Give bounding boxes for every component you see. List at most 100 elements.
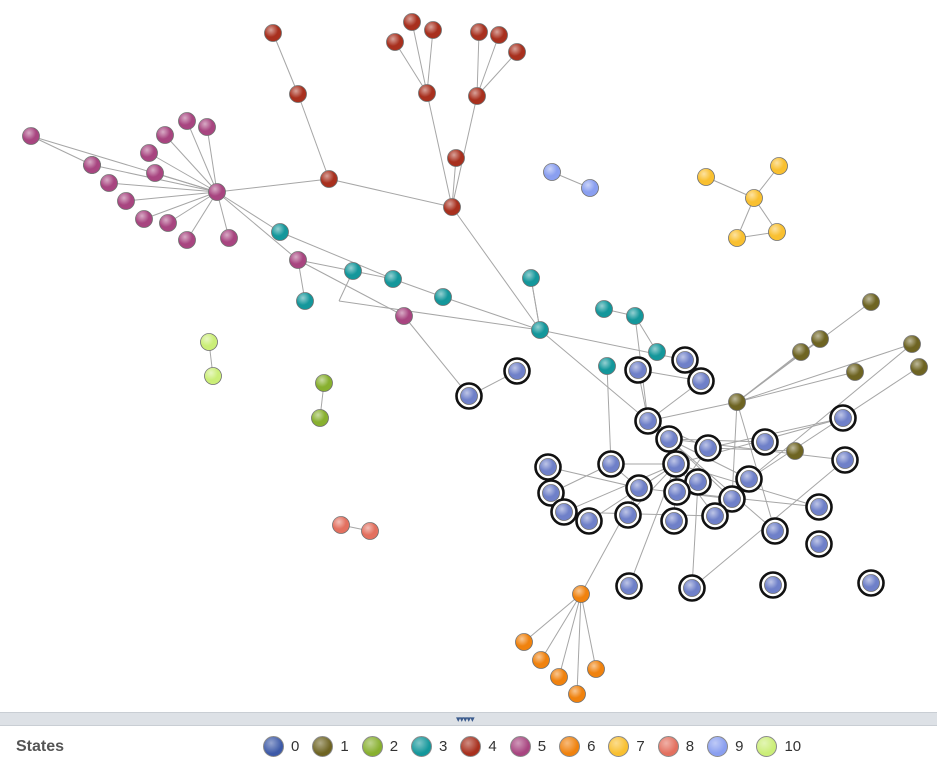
node-b11[interactable] bbox=[751, 428, 779, 456]
node-m10[interactable] bbox=[140, 144, 158, 162]
node-t3[interactable] bbox=[296, 292, 314, 310]
node-t5[interactable] bbox=[434, 288, 452, 306]
node-b14[interactable] bbox=[625, 474, 653, 502]
node-o8[interactable] bbox=[786, 442, 804, 460]
node-r9[interactable] bbox=[468, 87, 486, 105]
node-t1[interactable] bbox=[271, 223, 289, 241]
node-b21[interactable] bbox=[701, 502, 729, 530]
node-y1[interactable] bbox=[697, 168, 715, 186]
node-b10[interactable] bbox=[694, 434, 722, 462]
node-o7[interactable] bbox=[910, 358, 928, 376]
node-r7[interactable] bbox=[470, 23, 488, 41]
network-graph[interactable] bbox=[0, 0, 937, 712]
node-b26[interactable] bbox=[550, 498, 578, 526]
node-s2[interactable] bbox=[361, 522, 379, 540]
node-o5[interactable] bbox=[846, 363, 864, 381]
node-r6[interactable] bbox=[418, 84, 436, 102]
node-b9[interactable] bbox=[687, 367, 715, 395]
node-lg1[interactable] bbox=[200, 333, 218, 351]
node-r12[interactable] bbox=[443, 198, 461, 216]
node-m1[interactable] bbox=[22, 127, 40, 145]
node-r5[interactable] bbox=[424, 21, 442, 39]
node-g1[interactable] bbox=[315, 374, 333, 392]
node-or2[interactable] bbox=[532, 651, 550, 669]
node-b7[interactable] bbox=[655, 425, 683, 453]
node-b17[interactable] bbox=[684, 468, 712, 496]
node-r8[interactable] bbox=[490, 26, 508, 44]
node-or5[interactable] bbox=[587, 660, 605, 678]
node-lg2[interactable] bbox=[204, 367, 222, 385]
node-b27[interactable] bbox=[575, 507, 603, 535]
node-or0[interactable] bbox=[572, 585, 590, 603]
node-m4[interactable] bbox=[117, 192, 135, 210]
node-r13[interactable] bbox=[508, 43, 526, 61]
node-b2[interactable] bbox=[503, 357, 531, 385]
node-b1[interactable] bbox=[455, 382, 483, 410]
node-b3[interactable] bbox=[624, 356, 652, 384]
node-o3[interactable] bbox=[811, 330, 829, 348]
node-r4[interactable] bbox=[403, 13, 421, 31]
node-b15[interactable] bbox=[735, 465, 763, 493]
node-or1[interactable] bbox=[515, 633, 533, 651]
node-p1[interactable] bbox=[543, 163, 561, 181]
node-y3[interactable] bbox=[745, 189, 763, 207]
node-or3[interactable] bbox=[550, 668, 568, 686]
node-b4[interactable] bbox=[671, 346, 699, 374]
node-t2[interactable] bbox=[344, 262, 362, 280]
node-m0[interactable] bbox=[208, 183, 226, 201]
node-o2[interactable] bbox=[792, 343, 810, 361]
node-m12[interactable] bbox=[178, 112, 196, 130]
node-b22[interactable] bbox=[663, 478, 691, 506]
node-r11[interactable] bbox=[447, 149, 465, 167]
node-b25[interactable] bbox=[537, 479, 565, 507]
node-t8[interactable] bbox=[595, 300, 613, 318]
node-r2[interactable] bbox=[289, 85, 307, 103]
node-m14[interactable] bbox=[83, 156, 101, 174]
node-t9[interactable] bbox=[626, 307, 644, 325]
node-b23[interactable] bbox=[761, 517, 789, 545]
node-m9[interactable] bbox=[146, 164, 164, 182]
node-m15[interactable] bbox=[289, 251, 307, 269]
node-r10[interactable] bbox=[320, 170, 338, 188]
node-b19[interactable] bbox=[614, 501, 642, 529]
node-s1[interactable] bbox=[332, 516, 350, 534]
node-y4[interactable] bbox=[728, 229, 746, 247]
panel-splitter[interactable]: ▾▾▾▾▾ bbox=[0, 712, 937, 726]
node-t4[interactable] bbox=[384, 270, 402, 288]
node-b5[interactable] bbox=[597, 450, 625, 478]
node-m3[interactable] bbox=[100, 174, 118, 192]
node-b12[interactable] bbox=[829, 404, 857, 432]
node-y5[interactable] bbox=[768, 223, 786, 241]
node-b16[interactable] bbox=[718, 485, 746, 513]
node-r1[interactable] bbox=[264, 24, 282, 42]
node-b20[interactable] bbox=[660, 507, 688, 535]
node-t11[interactable] bbox=[598, 357, 616, 375]
node-b8[interactable] bbox=[662, 450, 690, 478]
node-m11[interactable] bbox=[156, 126, 174, 144]
node-t7[interactable] bbox=[531, 321, 549, 339]
node-p2[interactable] bbox=[581, 179, 599, 197]
node-b24[interactable] bbox=[805, 493, 833, 521]
node-m16[interactable] bbox=[395, 307, 413, 325]
node-m5[interactable] bbox=[135, 210, 153, 228]
node-b13[interactable] bbox=[831, 446, 859, 474]
node-r3[interactable] bbox=[386, 33, 404, 51]
splitter-grip-icon[interactable]: ▾▾▾▾▾ bbox=[456, 715, 475, 725]
node-o1[interactable] bbox=[728, 393, 746, 411]
node-o6[interactable] bbox=[903, 335, 921, 353]
node-b18[interactable] bbox=[534, 453, 562, 481]
node-b31[interactable] bbox=[759, 571, 787, 599]
node-b6[interactable] bbox=[634, 407, 662, 435]
node-b30[interactable] bbox=[805, 530, 833, 558]
node-t6[interactable] bbox=[522, 269, 540, 287]
node-y2[interactable] bbox=[770, 157, 788, 175]
node-t10[interactable] bbox=[648, 343, 666, 361]
node-o4[interactable] bbox=[862, 293, 880, 311]
node-or4[interactable] bbox=[568, 685, 586, 703]
node-m7[interactable] bbox=[178, 231, 196, 249]
node-b32[interactable] bbox=[857, 569, 885, 597]
node-b29[interactable] bbox=[678, 574, 706, 602]
node-m13[interactable] bbox=[198, 118, 216, 136]
node-g2[interactable] bbox=[311, 409, 329, 427]
node-m8[interactable] bbox=[220, 229, 238, 247]
